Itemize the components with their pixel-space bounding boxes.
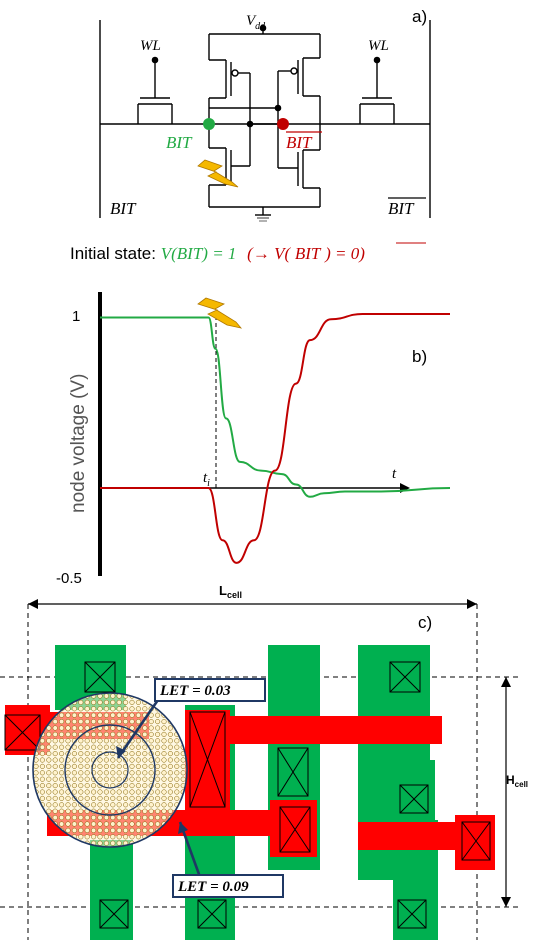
contact-box: [189, 711, 226, 808]
voltage-curve-1: [99, 316, 451, 498]
y-axis-label: node voltage (V): [68, 374, 89, 513]
contact-box: [4, 714, 41, 751]
ti-label: ti: [203, 470, 210, 489]
contact-box: [389, 661, 421, 693]
strike-icon: [197, 159, 239, 188]
contact-box: [397, 899, 427, 929]
panel-c-label: c): [418, 613, 432, 632]
bit-node-dot: [203, 118, 215, 130]
panel-b-label: b): [412, 347, 427, 366]
contact-box: [277, 747, 309, 797]
bitline-left-label: BIT: [110, 199, 137, 218]
vdd-label: Vdd: [246, 13, 266, 32]
bitline-right-label: BIT: [388, 199, 415, 218]
contact-box: [399, 784, 429, 814]
t-label: t: [392, 466, 397, 482]
bitbar-node-label: BIT: [286, 133, 313, 152]
contact-box: [279, 806, 311, 853]
wl-left-label: WL: [140, 38, 161, 54]
strike-icon-b: [197, 297, 243, 329]
svg-text:LET = 0.09: LET = 0.09: [177, 879, 249, 895]
contact-box: [99, 899, 129, 929]
tick-1: 1: [72, 308, 80, 325]
svg-text:LET = 0.03: LET = 0.03: [159, 683, 231, 699]
panel-a-schematic: [99, 20, 431, 222]
lcell-label: Lcell: [219, 583, 242, 600]
tick-neg: -0.5: [56, 570, 82, 587]
voltage-curve-2: [100, 313, 450, 564]
contact-box: [197, 899, 227, 929]
bit-node-label: BIT: [166, 133, 193, 152]
hcell-label: Hcell: [506, 773, 528, 789]
contact-box: [461, 821, 491, 861]
initial-state: Initial state: V(BIT) = 1 (→ V( BIT ) = …: [70, 244, 365, 263]
wl-right-label: WL: [368, 38, 389, 54]
panel-b-chart: [98, 292, 451, 576]
let-callout-2: LET = 0.09: [172, 821, 284, 898]
bitbar-node-dot: [277, 118, 289, 130]
let-callout-1: LET = 0.03: [116, 678, 266, 759]
panel-a-label: a): [412, 7, 427, 26]
contact-box: [84, 661, 116, 693]
